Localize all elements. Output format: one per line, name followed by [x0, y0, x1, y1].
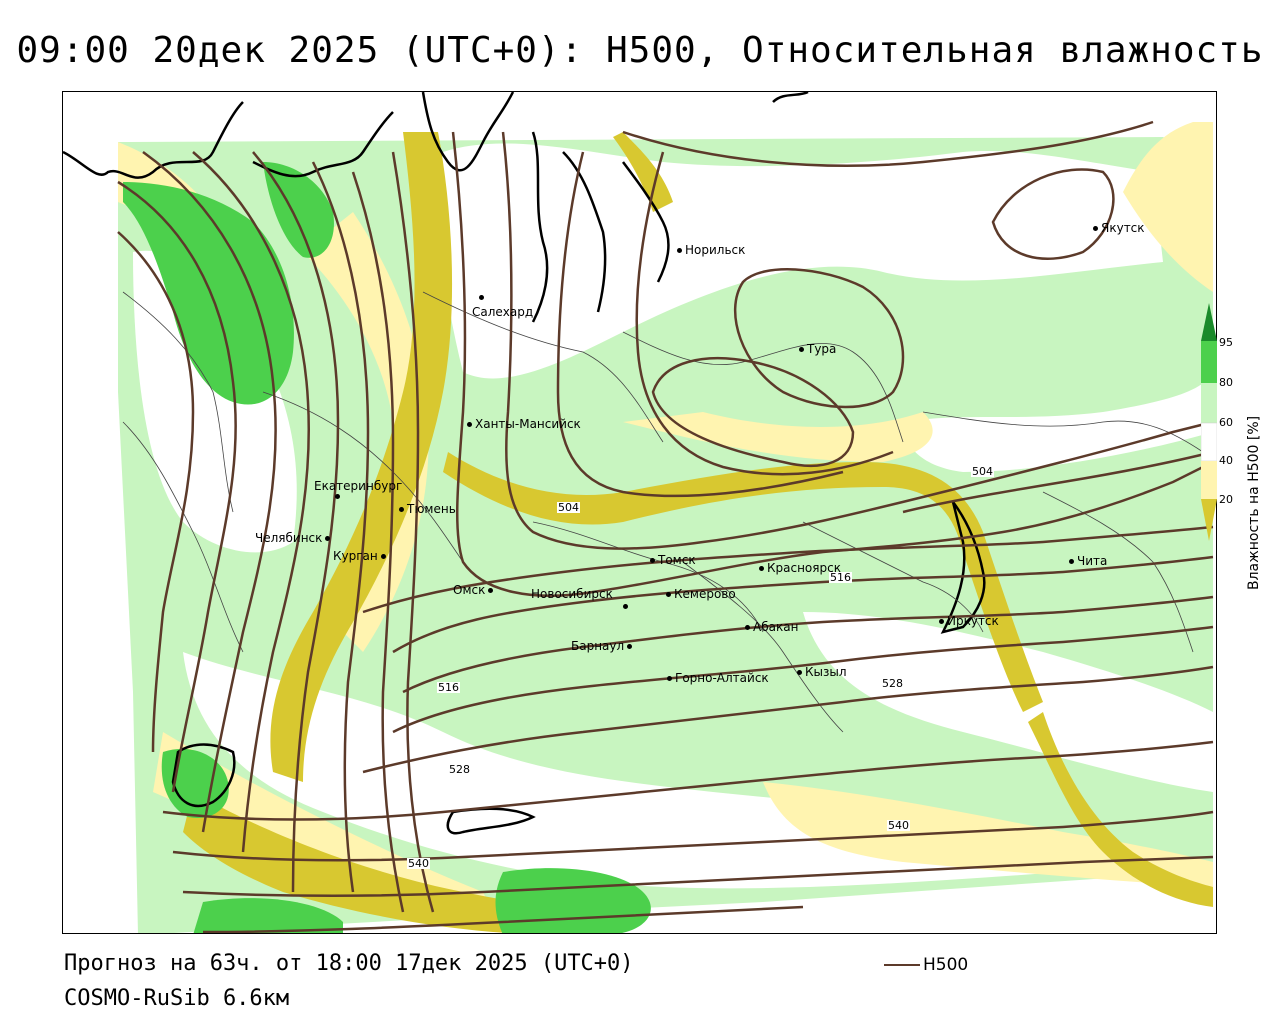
- city-dot-icon: [677, 248, 682, 253]
- model-name: COSMO-RuSib 6.6км: [64, 986, 290, 1011]
- colorbar-segment-30: [1201, 461, 1217, 499]
- humidity-field-80: [193, 898, 343, 933]
- city-norilsk[interactable]: Норильск: [677, 244, 745, 256]
- contour-label: 528: [881, 677, 904, 690]
- contour-label: 516: [437, 681, 460, 694]
- humidity-field-30: [303, 212, 429, 652]
- map-title: 09:00 20дек 2025 (UTC+0): H500, Относите…: [16, 30, 1264, 71]
- colorbar-segment-40: [1201, 422, 1217, 462]
- city-dot-icon: [759, 566, 764, 571]
- contour-label: 528: [448, 763, 471, 776]
- city-dot-icon: [799, 347, 804, 352]
- humidity-field-80: [263, 162, 334, 258]
- humidity-colorbar: [1201, 303, 1217, 541]
- city-salekhard-label: Салехард: [472, 305, 534, 319]
- city-dot-icon: [623, 604, 628, 609]
- city-chita[interactable]: Чита: [1069, 555, 1107, 567]
- contour-label: 540: [407, 857, 430, 870]
- humidity-field-20: [443, 452, 1043, 712]
- city-yakutsk[interactable]: Якутск: [1093, 222, 1145, 234]
- h500-contours: [117, 120, 1214, 933]
- map-panel[interactable]: 504 504 516 516 528 528 540 540 Норильск…: [62, 91, 1217, 934]
- contour-label: 504: [971, 465, 994, 478]
- city-kyzyl[interactable]: Кызыл: [797, 666, 847, 678]
- colorbar-tick: 60: [1219, 416, 1233, 429]
- city-khanty-mansiysk[interactable]: Ханты-Мансийск: [467, 418, 581, 430]
- city-dot-icon: [399, 507, 404, 512]
- city-gorno-altaysk[interactable]: Горно-Алтайск: [667, 672, 769, 684]
- city-chelyabinsk[interactable]: Челябинск: [255, 532, 333, 544]
- city-omsk[interactable]: Омск: [453, 584, 496, 596]
- dry-region: [803, 612, 1213, 792]
- city-dot-icon: [380, 554, 386, 559]
- humidity-field-30: [1123, 122, 1213, 292]
- contour-line-icon: [884, 964, 920, 966]
- contour-label: 504: [557, 501, 580, 514]
- city-dot-icon: [797, 670, 802, 675]
- colorbar-tick: 95: [1219, 336, 1233, 349]
- humidity-field-30: [623, 412, 933, 462]
- city-kemerovo[interactable]: Кемерово: [666, 588, 736, 600]
- contour-label: 516: [829, 571, 852, 584]
- city-novosibirsk[interactable]: Новосибирск: [531, 587, 613, 601]
- city-dot-icon: [335, 494, 340, 499]
- humidity-field-20: [1028, 712, 1213, 907]
- humidity-field-20: [270, 132, 453, 782]
- colorbar-segment-80: [1201, 341, 1217, 383]
- city-dot-icon: [479, 295, 484, 300]
- city-kurgan[interactable]: Курган: [333, 550, 389, 562]
- city-barnaul[interactable]: Барнаул: [571, 640, 635, 652]
- city-tyumen[interactable]: Тюмень: [399, 503, 456, 515]
- humidity-field-20: [613, 132, 673, 212]
- city-yekaterinburg-dot: [335, 490, 343, 502]
- city-dot-icon: [745, 625, 750, 630]
- city-dot-icon: [325, 536, 331, 541]
- city-dot-icon: [666, 592, 671, 597]
- city-dot-icon: [939, 619, 944, 624]
- city-tomsk[interactable]: Томск: [650, 554, 696, 566]
- colorbar-tick: 80: [1219, 376, 1233, 389]
- city-dot-icon: [627, 644, 633, 649]
- colorbar-tick: 40: [1219, 454, 1233, 467]
- humidity-field-20: [183, 792, 563, 933]
- city-tura[interactable]: Тура: [799, 343, 836, 355]
- city-novosibirsk-dot: [623, 600, 631, 612]
- city-dot-icon: [1093, 226, 1098, 231]
- contour-label: 540: [887, 819, 910, 832]
- colorbar-segment-60: [1201, 383, 1217, 423]
- city-dot-icon: [488, 588, 494, 593]
- city-irkutsk[interactable]: Иркутск: [939, 615, 999, 627]
- dry-region: [439, 143, 1163, 379]
- colorbar-segment-95: [1201, 303, 1217, 341]
- dry-region: [903, 372, 1213, 472]
- city-salekhard[interactable]: [479, 291, 487, 303]
- city-krasnoyarsk[interactable]: Красноярск: [759, 562, 841, 574]
- city-dot-icon: [667, 676, 672, 681]
- h500-legend: H500: [884, 955, 968, 975]
- city-abakan[interactable]: Абакан: [745, 621, 798, 633]
- humidity-field-80: [123, 182, 294, 405]
- colorbar-segment-20: [1201, 499, 1217, 541]
- city-dot-icon: [467, 422, 472, 427]
- city-dot-icon: [1069, 559, 1074, 564]
- forecast-info: Прогноз на 63ч. от 18:00 17дек 2025 (UTC…: [64, 951, 634, 976]
- colorbar-title: Влажность на H500 [%]: [1246, 415, 1262, 590]
- map-canvas: [63, 92, 1216, 933]
- city-yekaterinburg[interactable]: Екатеринбург: [314, 479, 403, 493]
- city-dot-icon: [650, 558, 655, 563]
- colorbar-tick: 20: [1219, 493, 1233, 506]
